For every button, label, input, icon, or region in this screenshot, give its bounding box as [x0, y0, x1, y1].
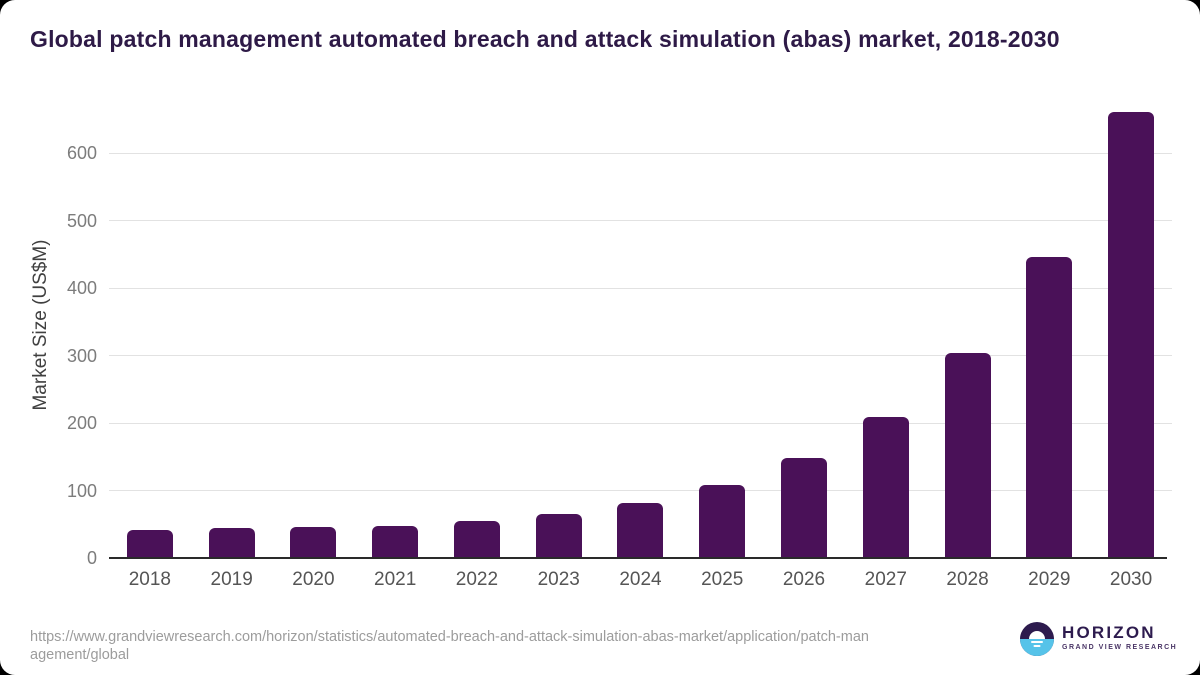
bar-column — [273, 100, 355, 558]
bar-column — [845, 100, 927, 558]
logo-text: HORIZON GRAND VIEW RESEARCH — [1062, 622, 1177, 651]
logo-wordmark: HORIZON — [1062, 623, 1156, 642]
bar-column — [763, 100, 845, 558]
page-title: Global patch management automated breach… — [30, 26, 1060, 52]
bar-column — [191, 100, 273, 558]
bar-column — [518, 100, 600, 558]
bar-2025 — [699, 485, 746, 558]
grid-line — [109, 355, 1172, 356]
y-tick-label: 400 — [66, 278, 97, 298]
bar-2020 — [290, 526, 337, 558]
url-line-2: agement/global — [30, 646, 130, 663]
x-axis-label: 2024 — [619, 569, 662, 590]
x-axis-label: 2026 — [782, 569, 826, 590]
bar-2019 — [208, 528, 255, 558]
y-tick-label: 100 — [66, 480, 97, 501]
bar-2027 — [862, 416, 909, 558]
source-url: https://www.grandviewresearch.com/horizo… — [30, 629, 930, 664]
bar-column — [927, 100, 1009, 558]
y-tick-label: 600 — [66, 143, 97, 163]
grid-line — [109, 152, 1172, 154]
bar-2018 — [126, 529, 173, 558]
bar-2022 — [453, 520, 500, 558]
y-tick-label: 200 — [66, 413, 97, 433]
bar-column — [436, 100, 518, 558]
horizon-lighthouse-icon — [1020, 622, 1054, 656]
url-line-1: https://www.grandviewresearch.com/horizo… — [30, 629, 869, 645]
x-axis-label: 2018 — [128, 569, 172, 590]
x-axis-label: 2020 — [292, 569, 335, 590]
x-axis-label: 2027 — [864, 569, 907, 590]
bar-column — [1008, 100, 1090, 558]
bar-2028 — [944, 352, 991, 558]
x-axis-label: 2029 — [1028, 569, 1071, 590]
x-axis-label: 2025 — [701, 569, 744, 590]
bar-2021 — [372, 525, 419, 558]
y-tick-label: 0 — [86, 548, 97, 568]
bar-column — [600, 100, 682, 558]
grid-line — [109, 220, 1172, 221]
x-axis-label: 2023 — [537, 569, 580, 590]
grid-line — [109, 490, 1172, 491]
logo-reflection-line — [1031, 641, 1043, 643]
x-axis-labels: 2018 2019 2020 2021 2022 2023 2024 2025 2026 2027… — [109, 569, 1172, 591]
x-axis-line — [109, 557, 1167, 559]
logo-sea-half — [1020, 639, 1054, 656]
x-axis-label: 2019 — [210, 569, 253, 590]
bar-column — [1090, 100, 1172, 558]
bar-2023 — [535, 514, 582, 558]
x-axis-label: 2022 — [455, 569, 499, 590]
logo-reflection-line — [1033, 645, 1041, 647]
grid-line — [109, 422, 1172, 424]
bar-column — [681, 100, 763, 558]
grid-line — [109, 287, 1172, 289]
y-tick-label: 500 — [66, 210, 97, 231]
bar-2024 — [617, 503, 664, 558]
x-axis-label: 2030 — [1109, 569, 1153, 590]
bar-2029 — [1026, 256, 1073, 558]
x-axis-label: 2021 — [374, 569, 417, 590]
bar-column — [354, 100, 436, 558]
logo-subtitle: GRAND VIEW RESEARCH — [1062, 644, 1178, 651]
bar-2026 — [781, 458, 827, 558]
y-tick-label: 300 — [66, 345, 97, 366]
bar-2030 — [1108, 111, 1155, 558]
x-axis-label: 2028 — [946, 569, 989, 590]
horizon-logo: HORIZON GRAND VIEW RESEARCH — [1020, 622, 1177, 656]
y-tick-labels: 0 100 200 300 400 500 600 — [30, 100, 97, 568]
plot-area — [109, 100, 1172, 559]
logo-dome — [1029, 631, 1045, 639]
bar-column — [109, 100, 191, 558]
bars-row — [109, 100, 1172, 558]
